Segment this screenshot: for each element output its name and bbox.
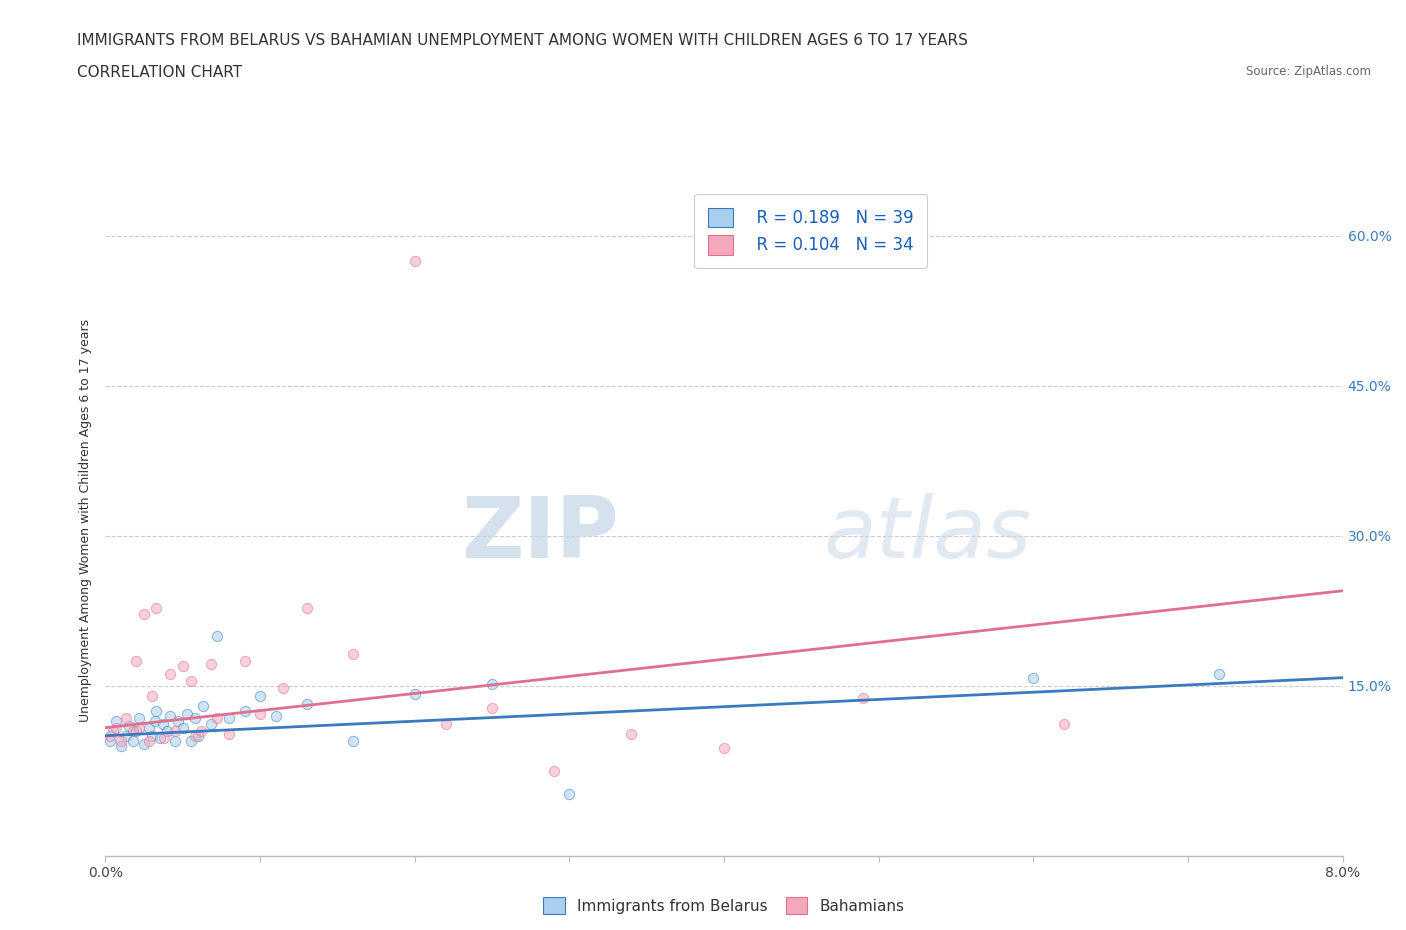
Point <box>105 720 128 735</box>
Point <box>218 711 240 725</box>
Point <box>143 713 166 728</box>
Point <box>342 646 364 661</box>
Point <box>125 653 148 668</box>
Text: Source: ZipAtlas.com: Source: ZipAtlas.com <box>1246 65 1371 78</box>
Point <box>404 254 426 269</box>
Point <box>141 728 163 743</box>
Point <box>1208 666 1230 681</box>
Point <box>434 716 457 731</box>
Point <box>153 730 176 745</box>
Point <box>176 706 198 721</box>
Text: atlas: atlas <box>823 493 1031 576</box>
Point <box>191 698 214 713</box>
Point <box>233 703 256 718</box>
Point <box>200 716 222 731</box>
Point <box>156 724 179 738</box>
Text: ZIP: ZIP <box>461 493 619 576</box>
Point <box>273 680 295 695</box>
Point <box>190 724 212 738</box>
Point <box>295 600 318 615</box>
Point <box>1053 716 1076 731</box>
Point <box>122 733 145 748</box>
Point <box>114 711 136 725</box>
Point <box>103 724 125 738</box>
Point <box>165 733 187 748</box>
Point <box>233 653 256 668</box>
Point <box>620 726 643 741</box>
Point <box>138 733 160 748</box>
Point <box>159 709 181 724</box>
Point <box>180 733 202 748</box>
Point <box>167 713 190 728</box>
Point <box>713 740 735 755</box>
Point <box>172 658 194 673</box>
Point <box>141 688 163 703</box>
Point <box>295 697 318 711</box>
Point <box>145 703 167 718</box>
Point <box>187 728 209 743</box>
Point <box>165 724 187 738</box>
Point <box>342 733 364 748</box>
Point <box>184 728 207 743</box>
Point <box>543 764 565 778</box>
Point <box>481 700 503 715</box>
Point <box>218 726 240 741</box>
Point <box>184 711 207 725</box>
Point <box>110 733 132 748</box>
Point <box>122 724 145 738</box>
Point <box>138 720 160 735</box>
Point <box>172 720 194 735</box>
Point <box>118 718 141 733</box>
Text: IMMIGRANTS FROM BELARUS VS BAHAMIAN UNEMPLOYMENT AMONG WOMEN WITH CHILDREN AGES : IMMIGRANTS FROM BELARUS VS BAHAMIAN UNEM… <box>77 33 969 47</box>
Point <box>249 688 271 703</box>
Point <box>264 709 287 724</box>
Point <box>159 666 181 681</box>
Point <box>200 657 222 671</box>
Point <box>105 713 128 728</box>
Point <box>114 728 136 743</box>
Point <box>205 711 228 725</box>
Point <box>481 676 503 691</box>
Point <box>180 673 202 688</box>
Point <box>98 728 121 743</box>
Point <box>249 706 271 721</box>
Point <box>132 737 156 751</box>
Point <box>125 724 148 738</box>
Point <box>205 629 228 644</box>
Point <box>98 733 121 748</box>
Point <box>404 686 426 701</box>
Text: CORRELATION CHART: CORRELATION CHART <box>77 65 242 80</box>
Point <box>145 600 167 615</box>
Legend: Immigrants from Belarus, Bahamians: Immigrants from Belarus, Bahamians <box>536 890 912 922</box>
Point <box>149 730 172 745</box>
Point <box>128 720 150 735</box>
Point <box>852 690 875 705</box>
Point <box>152 716 174 731</box>
Y-axis label: Unemployment Among Women with Children Ages 6 to 17 years: Unemployment Among Women with Children A… <box>79 319 93 723</box>
Point <box>128 711 150 725</box>
Point <box>558 786 581 801</box>
Point <box>1022 671 1045 685</box>
Point <box>132 606 156 621</box>
Point <box>110 738 132 753</box>
